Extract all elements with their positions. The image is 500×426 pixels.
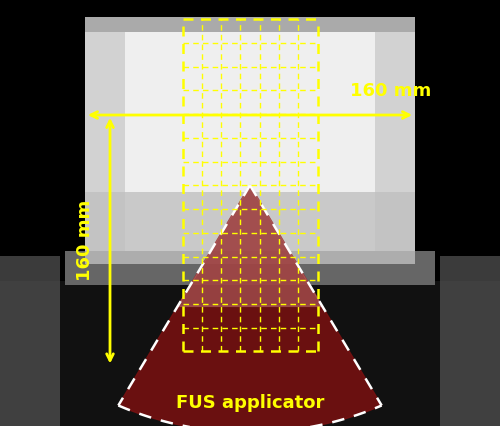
Polygon shape [178,185,322,306]
Text: 160 mm: 160 mm [76,200,94,281]
Text: FUS applicator: FUS applicator [176,394,324,412]
Bar [0,281,500,426]
Bar [125,17,375,264]
Bar [85,192,415,264]
Bar [85,17,415,264]
Bar [65,251,435,285]
Bar [440,256,500,426]
Polygon shape [118,185,382,426]
Bar [0,256,60,426]
Text: 160 mm: 160 mm [350,82,431,100]
Bar [85,17,415,32]
